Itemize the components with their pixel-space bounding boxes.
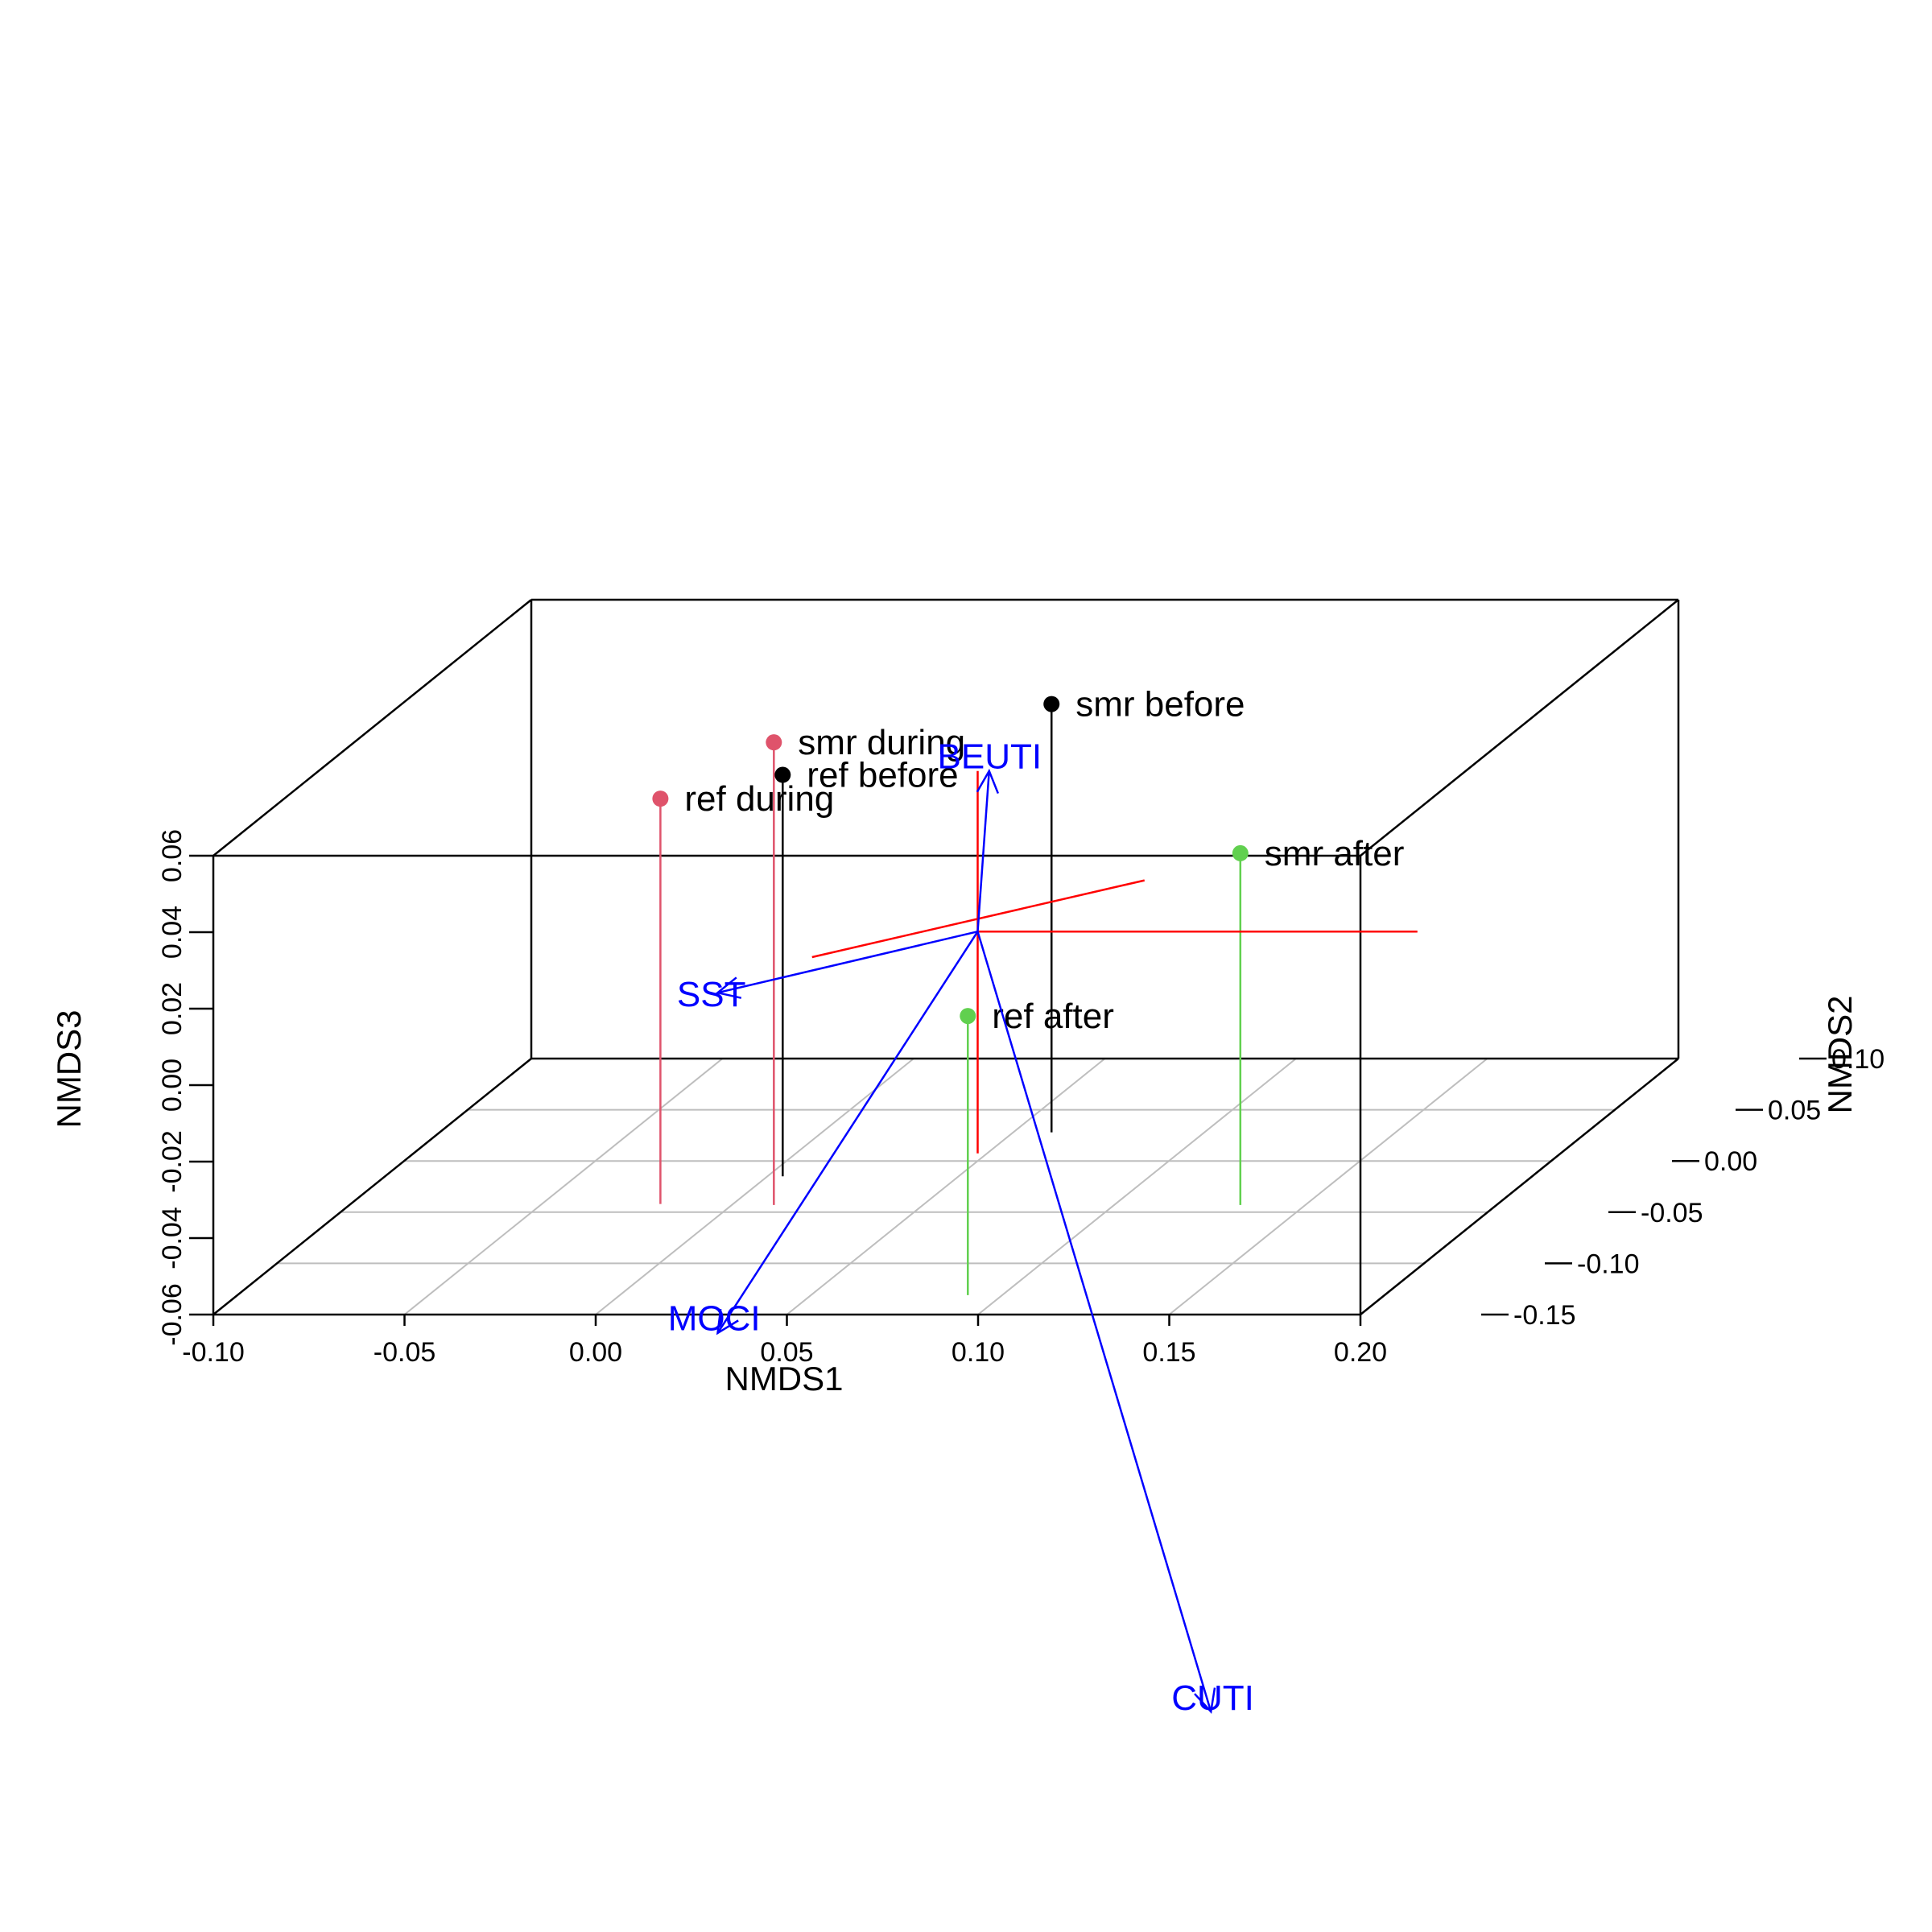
z-tick-label: -0.04: [157, 1207, 188, 1269]
vector-label: MOCI: [668, 1299, 761, 1339]
point-label: ref after: [992, 997, 1114, 1036]
vector-label: BEUTI: [938, 737, 1042, 777]
x-tick-label: 0.00: [569, 1337, 622, 1368]
vector-label: CUTI: [1171, 1678, 1254, 1718]
x-tick-label: 0.15: [1142, 1337, 1195, 1368]
z-tick-label: 0.06: [157, 829, 188, 882]
data-point: [1232, 844, 1249, 861]
vector-arrow: [716, 931, 979, 1334]
box-edge: [1360, 599, 1679, 857]
y-tick-label: -0.15: [1513, 1300, 1576, 1331]
y-tick-label: 0.05: [1768, 1096, 1821, 1126]
data-point: [652, 791, 669, 807]
z-tick-label: 0.00: [157, 1059, 188, 1112]
vector-arrowhead: [976, 768, 1000, 795]
y-tick-label: 0.10: [1831, 1044, 1885, 1075]
z-tick-label: 0.04: [157, 906, 188, 959]
y-axis-title: NMDS2: [1821, 995, 1859, 1113]
z-axis-title: NMDS3: [50, 1009, 88, 1128]
box-edge: [213, 1058, 532, 1315]
y-tick-label: 0.00: [1704, 1146, 1757, 1177]
z-tick-label: -0.02: [157, 1130, 188, 1193]
floor-grid-line-x: [403, 1058, 724, 1315]
data-point: [1043, 696, 1060, 712]
x-tick-label: 0.05: [760, 1337, 813, 1368]
box-edge: [1360, 1058, 1679, 1315]
bounding-box: [212, 598, 1680, 1316]
floor-grid-line-x: [786, 1058, 1106, 1315]
x-tick-label: -0.10: [182, 1337, 245, 1368]
floor-grid-line-x: [1168, 1058, 1488, 1315]
y-tick-label: -0.05: [1641, 1198, 1703, 1228]
z-tick-label: 0.02: [157, 982, 188, 1035]
z-tick-label: -0.06: [157, 1283, 188, 1346]
vector-arrow: [976, 770, 990, 932]
point-label: ref during: [684, 779, 834, 819]
vector-label: SST: [677, 975, 746, 1014]
floor-grid: [213, 1058, 1679, 1315]
data-point: [766, 734, 782, 751]
point-label: smr after: [1265, 834, 1405, 873]
floor-grid-line-x: [595, 1058, 914, 1315]
x-axis-title: NMDS1: [724, 1360, 843, 1397]
point-label: ref before: [807, 756, 958, 795]
y-tick-label: -0.10: [1577, 1249, 1640, 1279]
x-tick-label: 0.20: [1334, 1337, 1387, 1368]
floor-grid-line-x: [977, 1058, 1297, 1315]
point-label: smr during: [798, 723, 965, 762]
data-point: [774, 766, 791, 783]
vector-arrowhead: [1194, 1687, 1216, 1714]
x-tick-label: 0.10: [952, 1337, 1005, 1368]
box-edge: [213, 599, 532, 857]
vector-arrow: [717, 930, 978, 994]
vector-arrowhead: [716, 1309, 739, 1335]
vector-arrowhead: [715, 976, 742, 999]
x-tick-label: -0.05: [374, 1337, 436, 1368]
axis-ticks: -0.10 -0.05 0.00 0.05 0.10 0.15 0.20-0.06-0.04…: [157, 829, 1885, 1368]
point-label: smr before: [1075, 685, 1245, 724]
vector-arrow: [976, 931, 1212, 1712]
data-point: [960, 1008, 976, 1025]
